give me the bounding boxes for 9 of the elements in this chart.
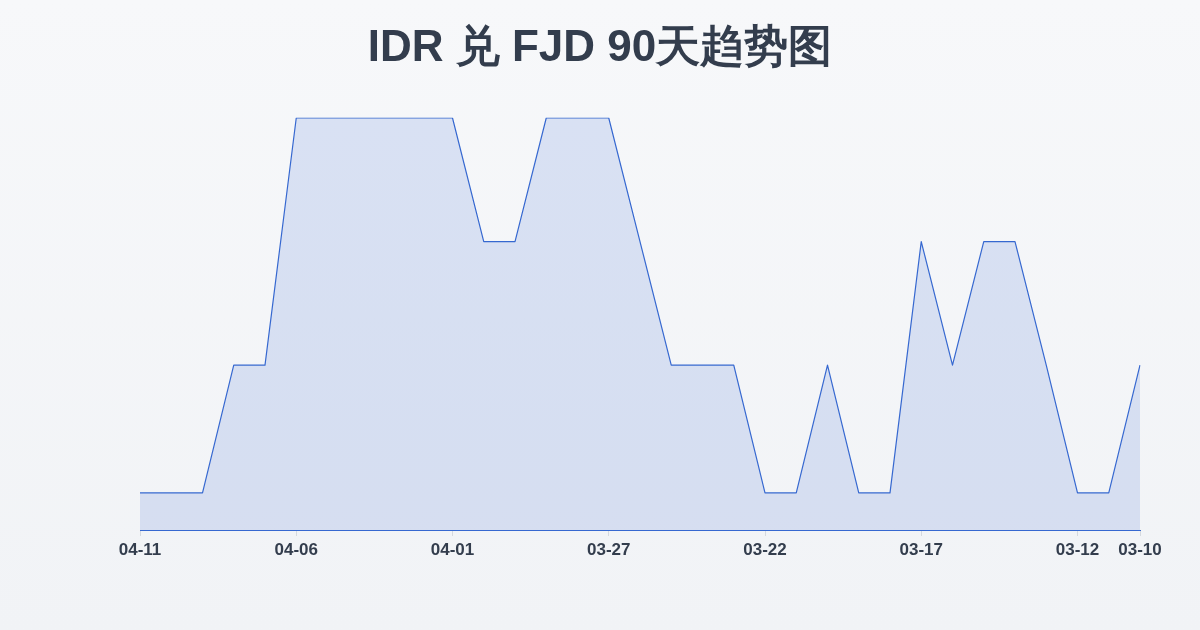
x-tick-label: 04-01: [430, 539, 475, 559]
x-tick-label: 03-12: [1055, 539, 1100, 559]
x-tick-label: 04-06: [274, 539, 318, 559]
x-tick-label: 04-11: [118, 539, 162, 559]
chart-title: IDR 兑 FJD 90天趋势图: [366, 21, 834, 70]
x-tick-label: 03-27: [587, 539, 631, 559]
x-tick-label: 03-17: [899, 539, 943, 559]
x-tick-label: 03-22: [743, 539, 787, 559]
x-tick-label: 03-10: [1118, 539, 1162, 559]
